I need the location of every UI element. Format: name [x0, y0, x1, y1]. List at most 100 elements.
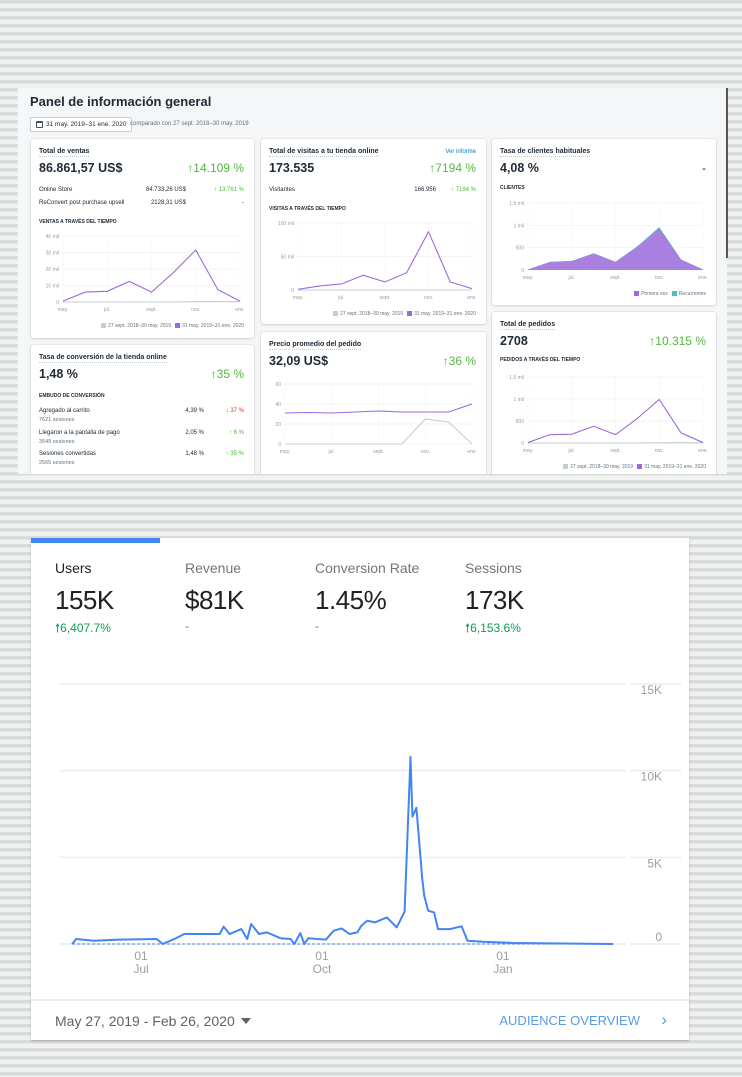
x-tick-label: sept.: [373, 449, 384, 455]
breakdown-row: ReConvert post purchase upsell 2128,31 US…: [39, 200, 244, 206]
y-tick-label: 100 mil: [278, 221, 294, 227]
section-label: EMBUDO DE CONVERSIÓN: [39, 393, 105, 399]
users-series-line: [71, 755, 614, 945]
card-change: ↑36 %: [442, 354, 476, 368]
card-title[interactable]: Tasa de clientes habituales: [500, 148, 591, 157]
arrow-up-icon: ↑: [210, 367, 217, 381]
chart-legend: 27 sept. 2018–30 may. 2019 31 may. 2019–3…: [101, 323, 244, 329]
x-tick-label: nov.: [655, 275, 664, 281]
date-range-dropdown[interactable]: May 27, 2019 - Feb 26, 2020: [55, 1013, 251, 1029]
y-tick-label: 0: [291, 288, 294, 294]
arrow-up-icon: ↑: [442, 354, 449, 368]
y-tick-label: 20: [275, 422, 281, 428]
x-tick-label: ene.: [698, 448, 708, 454]
x-tick-label: nov.: [191, 307, 200, 313]
y-tick-label: 15K: [641, 683, 662, 697]
chart-legend: Primera vez Recurrentes: [634, 291, 706, 297]
comparison-text: comparado con 27 sept. 2018–30 may. 2019: [130, 121, 249, 127]
x-tick-label: nov.: [421, 449, 430, 455]
card-title[interactable]: Tasa de conversión de la tienda online: [39, 354, 167, 363]
date-range-button[interactable]: 31 may. 2019–31 ene. 2020: [30, 117, 133, 132]
chevron-right-icon[interactable]: ›: [661, 1010, 667, 1029]
arrow-up-icon: ↑: [228, 430, 234, 436]
orders-over-time-chart: 0 500 1 mil 1.5 mil may. jul. sept. nov. ene.: [509, 375, 708, 454]
y-tick-label: 30 mil: [46, 251, 59, 257]
arrow-up-icon: ↑: [649, 334, 656, 348]
arrow-up-icon: 🠕: [465, 621, 471, 635]
metric-tab-sessions[interactable]: Sessions 173K 🠕6,153.6%: [465, 560, 524, 635]
y-tick-label: 10K: [641, 770, 662, 784]
legend-current: 31 may. 2019–31 ene. 2020: [175, 323, 244, 329]
caret-down-icon: [240, 1018, 251, 1024]
x-tick-label: may.: [293, 295, 303, 301]
x-tick-month: Jan: [493, 962, 512, 976]
card-title[interactable]: Total de visitas a tu tienda online: [269, 148, 379, 157]
card-change: ↑10.315 %: [649, 334, 706, 348]
y-tick-label: 40 mil: [46, 234, 59, 240]
date-range-label: 31 may. 2019–31 ene. 2020: [46, 121, 127, 128]
x-tick-label: sept.: [610, 448, 621, 454]
y-tick-label: 0: [56, 300, 59, 306]
card-value: 173.535: [269, 161, 315, 175]
x-tick-day: 01: [315, 949, 329, 963]
current-series-line: [284, 403, 473, 414]
y-tick-label: 40: [275, 402, 281, 408]
returning-customers-card: Tasa de clientes habituales 4,08 % - CLI…: [492, 139, 716, 305]
scrollbar[interactable]: [726, 88, 728, 258]
card-change: ↑7194 %: [429, 161, 476, 175]
arrow-up-icon: ↑: [187, 161, 194, 175]
y-tick-label: 20 mil: [46, 267, 59, 273]
card-title[interactable]: Precio promedio del pedido: [269, 341, 362, 350]
funnel-sessions: 7621 sesiones: [39, 417, 75, 423]
y-tick-label: 0: [278, 442, 281, 448]
card-value: 2708: [500, 334, 528, 348]
selected-tab-indicator: [31, 538, 160, 543]
shopify-overview-panel: Panel de información general 31 may. 201…: [18, 88, 727, 474]
total-visits-card: Total de visitas a tu tienda online Ver …: [261, 139, 486, 324]
average-order-value-card: Precio promedio del pedido 32,09 US$ ↑36…: [261, 332, 486, 474]
metric-tab-conversion-rate[interactable]: Conversion Rate 1.45% -: [315, 560, 420, 633]
x-tick-label: ene.: [235, 307, 245, 313]
x-tick-month: Jul: [133, 962, 148, 976]
card-title[interactable]: Total de ventas: [39, 148, 90, 157]
metric-tab-revenue[interactable]: Revenue $81K -: [185, 560, 244, 633]
card-value: 4,08 %: [500, 161, 539, 175]
arrow-up-icon: ↑: [225, 451, 231, 457]
view-report-link[interactable]: Ver informe: [445, 149, 476, 155]
x-tick-label: jul.: [568, 275, 575, 281]
x-tick-label: sept.: [146, 307, 157, 313]
x-tick-label: may.: [280, 449, 290, 455]
funnel-row: Llegaron a la pantalla de pago 2,05 % ↑ 6 …: [39, 430, 244, 436]
previous-series-line: [285, 418, 473, 445]
x-tick-label: jul.: [337, 295, 344, 301]
page-title: Panel de información general: [30, 94, 212, 109]
chart-legend: 27 sept. 2018–30 may. 2019 31 may. 2019–3…: [563, 464, 706, 470]
y-tick-label: 0: [521, 441, 524, 447]
y-tick-label: 1.5 mil: [509, 375, 524, 381]
card-change: ↑14.109 %: [187, 161, 244, 175]
total-orders-card: Total de pedidos 2708 ↑10.315 % PEDIDOS …: [492, 312, 716, 474]
y-tick-label: 5K: [647, 856, 662, 870]
arrow-up-icon: ↑: [429, 161, 436, 175]
chart-legend: 27 sept. 2018–30 may. 2019 31 may. 2019–3…: [333, 311, 476, 317]
x-tick-day: 01: [496, 949, 510, 963]
y-tick-label: 60: [275, 382, 281, 388]
first-time-area: [528, 228, 703, 270]
metric-tab-users[interactable]: Users 155K 🠕6,407.7%: [55, 560, 114, 635]
sales-over-time-chart: 0 10 mil 20 mil 30 mil 40 mil may. jul. sept. no…: [46, 234, 245, 313]
aov-chart: 0 20 40 60 may. jul. sept. nov. ene.: [275, 382, 476, 455]
y-tick-label: 50 mil: [281, 255, 294, 261]
funnel-sessions: 2565 sesiones: [39, 460, 75, 466]
x-tick-label: jul.: [568, 448, 575, 454]
calendar-icon: [36, 121, 43, 128]
audience-overview-link[interactable]: AUDIENCE OVERVIEW: [499, 1013, 640, 1028]
legend-previous: 27 sept. 2018–30 may. 2019: [101, 323, 171, 329]
current-series-line: [62, 249, 241, 302]
x-tick-label: ene.: [698, 275, 708, 281]
x-tick-label: jul.: [328, 449, 335, 455]
funnel-sessions: 3549 sesiones: [39, 439, 75, 445]
card-title[interactable]: Total de pedidos: [500, 321, 556, 330]
y-tick-label: 0: [655, 930, 662, 944]
y-tick-label: 1.5 mil: [509, 201, 524, 207]
